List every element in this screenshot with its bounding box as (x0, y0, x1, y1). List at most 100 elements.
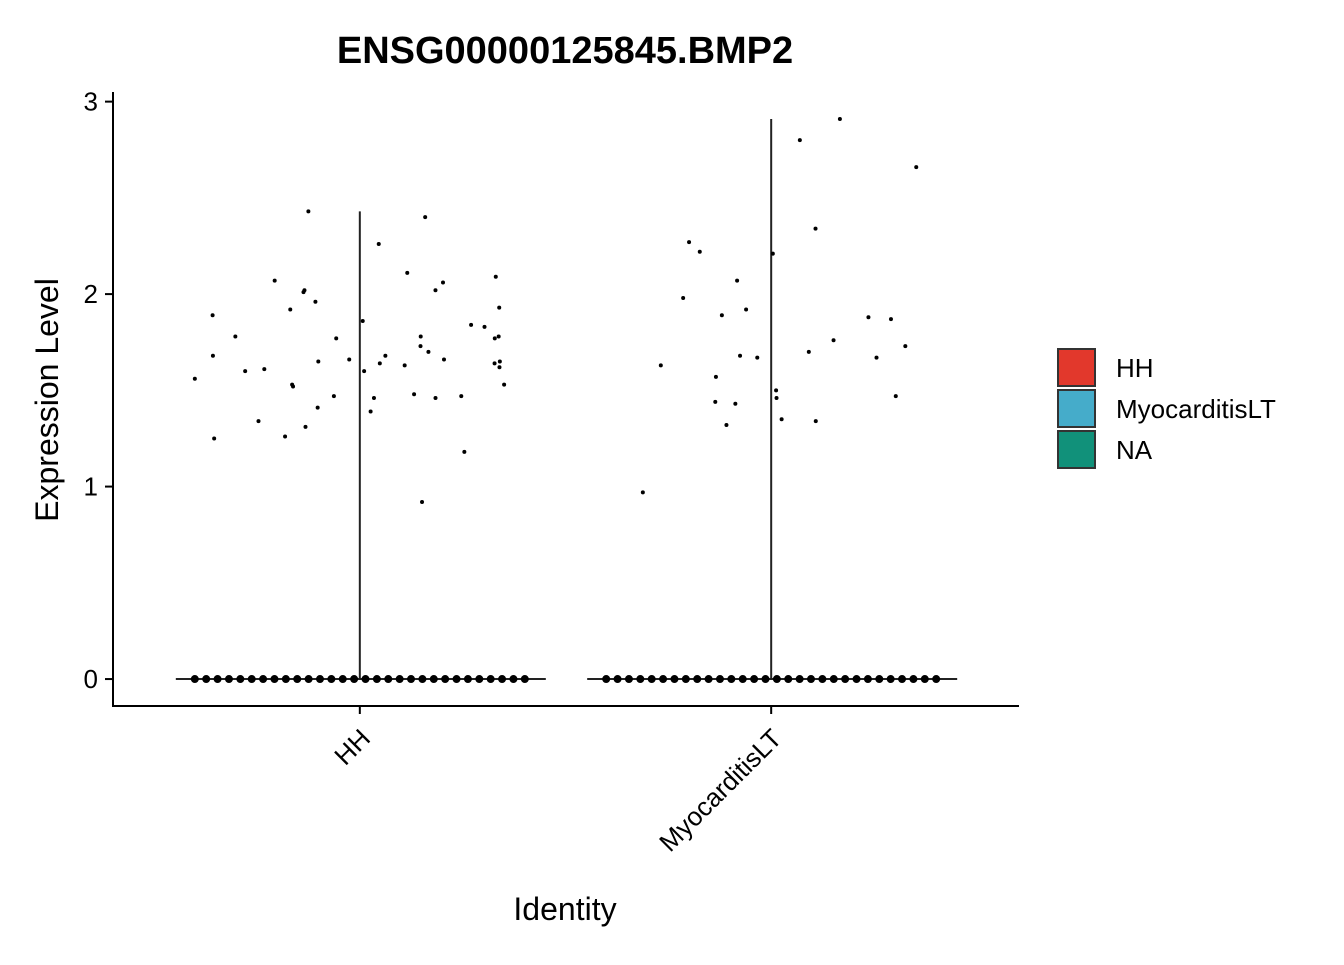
point (236, 675, 245, 684)
point (713, 374, 718, 379)
point (520, 675, 529, 684)
point (418, 675, 427, 684)
point (224, 675, 233, 684)
point (270, 675, 279, 684)
point (482, 324, 487, 329)
point (496, 334, 501, 339)
y-tick-label: 0 (84, 664, 98, 694)
point (306, 209, 311, 214)
point (315, 675, 324, 684)
point (210, 313, 215, 318)
point (492, 336, 497, 341)
point (433, 288, 438, 293)
point (293, 675, 302, 684)
point (724, 422, 729, 427)
point (338, 675, 347, 684)
point (383, 353, 388, 358)
point (262, 367, 267, 372)
point (866, 315, 871, 320)
point (681, 295, 686, 300)
legend-label: MyocarditisLT (1116, 394, 1276, 424)
point (770, 251, 775, 256)
point (331, 394, 336, 399)
point (210, 353, 215, 358)
point (304, 675, 313, 684)
point (418, 344, 423, 349)
point (852, 675, 861, 684)
point (283, 434, 288, 439)
point (233, 334, 238, 339)
point (492, 361, 497, 366)
point (407, 675, 416, 684)
point (613, 675, 622, 684)
point (372, 675, 381, 684)
point (290, 382, 295, 387)
point (452, 675, 461, 684)
point (433, 396, 438, 401)
point (469, 322, 474, 327)
point (368, 409, 373, 414)
point (440, 280, 445, 285)
point (697, 249, 702, 254)
point (898, 675, 907, 684)
point (395, 675, 404, 684)
point (497, 359, 502, 364)
point (841, 675, 850, 684)
point (813, 419, 818, 424)
point (744, 307, 749, 312)
point (647, 675, 656, 684)
point (475, 675, 484, 684)
y-axis-title: Expression Level (29, 278, 65, 522)
point (327, 675, 336, 684)
point (863, 675, 872, 684)
point (774, 388, 779, 393)
point (313, 299, 318, 304)
point (624, 675, 633, 684)
y-tick-label: 1 (84, 472, 98, 502)
point (687, 240, 692, 245)
point (371, 396, 376, 401)
point (243, 369, 248, 374)
point (493, 274, 498, 279)
point (738, 675, 747, 684)
point (837, 116, 842, 121)
point (750, 675, 759, 684)
point (334, 336, 339, 341)
point (376, 242, 381, 247)
point (602, 675, 611, 684)
legend-key (1057, 430, 1096, 469)
point (347, 357, 352, 362)
point (797, 138, 802, 143)
point (715, 675, 724, 684)
point (755, 355, 760, 360)
legend-key (1057, 389, 1096, 428)
point (681, 675, 690, 684)
point (874, 355, 879, 360)
y-tick-label: 2 (84, 279, 98, 309)
x-tick-label: MyocarditisLT (653, 723, 787, 857)
point (735, 278, 740, 283)
chart-title: ENSG00000125845.BMP2 (337, 30, 793, 72)
y-tick-label: 3 (84, 87, 98, 117)
legend-key (1057, 348, 1096, 387)
point (288, 307, 293, 312)
point (914, 165, 919, 170)
point (259, 675, 268, 684)
point (875, 675, 884, 684)
point (315, 405, 320, 410)
point (670, 675, 679, 684)
point (202, 675, 211, 684)
point (693, 675, 702, 684)
point (459, 394, 464, 399)
point (420, 499, 425, 504)
point (738, 353, 743, 358)
point (441, 675, 450, 684)
point (893, 394, 898, 399)
point (829, 675, 838, 684)
point (831, 338, 836, 343)
point (761, 675, 770, 684)
point (509, 675, 518, 684)
point (497, 305, 502, 310)
point (247, 675, 256, 684)
